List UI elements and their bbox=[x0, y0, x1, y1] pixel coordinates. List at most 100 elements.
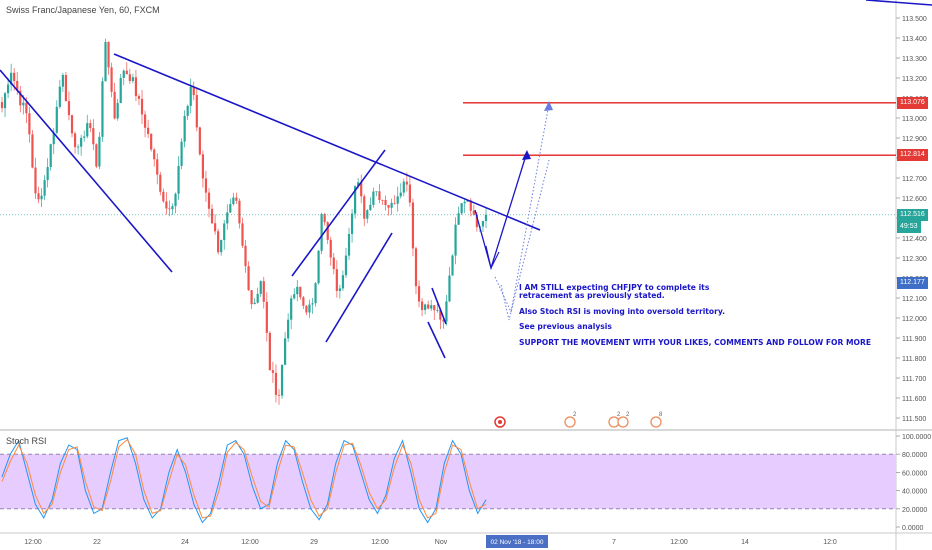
stoch-tick-label: 80.0000 bbox=[902, 452, 927, 459]
candle-body bbox=[67, 101, 71, 116]
candle-body bbox=[244, 245, 247, 267]
candle-body bbox=[107, 41, 110, 68]
candle-body bbox=[28, 113, 31, 135]
trendline bbox=[865, 0, 932, 6]
candle-body bbox=[98, 136, 101, 167]
candle-body bbox=[201, 154, 205, 179]
stoch-tick-label: 0.0000 bbox=[902, 525, 924, 532]
candle-body bbox=[180, 141, 183, 166]
trendline bbox=[431, 287, 447, 325]
trendline bbox=[113, 53, 541, 231]
price-tick-label: 113.500 bbox=[902, 16, 927, 23]
candle-body bbox=[469, 200, 472, 211]
time-tick-label: 29 bbox=[310, 539, 318, 546]
price-label-pill: 112.814 bbox=[897, 149, 928, 162]
candle-body bbox=[49, 144, 52, 168]
price-label-pill: 112.177 bbox=[897, 276, 928, 289]
candle-body bbox=[22, 102, 25, 106]
candle-body bbox=[384, 199, 387, 206]
candle-body bbox=[484, 214, 488, 222]
candle-body bbox=[344, 255, 348, 276]
stoch-tick-label: 20.0000 bbox=[902, 507, 927, 514]
candle-body bbox=[481, 221, 485, 227]
candle-body bbox=[381, 199, 384, 201]
candle-body bbox=[427, 304, 430, 309]
stoch-tick-label: 60.0000 bbox=[902, 470, 927, 477]
candle-body bbox=[229, 204, 232, 213]
annotation-line-4: See previous analysis bbox=[519, 322, 612, 331]
candle-body bbox=[363, 196, 366, 219]
candle-body bbox=[137, 96, 141, 99]
price-tick-label: 112.900 bbox=[902, 136, 927, 143]
stoch-title: Stoch RSI bbox=[6, 436, 47, 446]
price-tick-label: 111.800 bbox=[902, 356, 926, 363]
price-tick-label: 111.500 bbox=[902, 416, 926, 423]
candle-body bbox=[238, 200, 241, 224]
candle-body bbox=[37, 193, 40, 200]
candle-body bbox=[475, 214, 478, 228]
candle-body bbox=[417, 286, 421, 302]
candle-body bbox=[207, 192, 211, 209]
price-tick-label: 112.700 bbox=[902, 176, 927, 183]
candle-body bbox=[420, 301, 424, 310]
event-marker-dot bbox=[498, 420, 502, 424]
candle-body bbox=[70, 115, 74, 134]
candle-body bbox=[305, 305, 308, 313]
candle-body bbox=[445, 301, 448, 322]
candle-body bbox=[247, 266, 250, 291]
candle-body bbox=[402, 181, 405, 193]
candle-body bbox=[433, 305, 436, 311]
time-tick-label: 14 bbox=[741, 539, 749, 546]
event-badge-icon bbox=[564, 416, 576, 428]
annotation-line-1: I AM STILL expecting CHFJPY to complete … bbox=[519, 283, 710, 292]
candle-body bbox=[165, 201, 168, 209]
candle-body bbox=[314, 283, 317, 304]
candle-body bbox=[122, 70, 125, 78]
candle-body bbox=[241, 223, 244, 246]
candle-body bbox=[80, 137, 83, 147]
price-label-pill: 112.516 bbox=[897, 208, 928, 221]
alternate-projection-arrowhead bbox=[544, 101, 553, 111]
stoch-oversold-overbought-band bbox=[0, 454, 896, 509]
candle-body bbox=[213, 223, 217, 232]
candle-body bbox=[451, 255, 454, 276]
candle-body bbox=[0, 102, 4, 109]
price-tick-label: 112.400 bbox=[902, 236, 927, 243]
candle-body bbox=[19, 90, 22, 106]
candle-body bbox=[296, 286, 299, 295]
candle-body bbox=[399, 192, 402, 197]
candle-body bbox=[162, 191, 165, 202]
candle-body bbox=[472, 210, 475, 215]
candle-body bbox=[262, 281, 265, 302]
candle-body bbox=[147, 127, 150, 134]
candle-body bbox=[86, 123, 89, 137]
candle-body bbox=[287, 319, 290, 339]
candle-body bbox=[375, 191, 378, 193]
candle-body bbox=[46, 167, 49, 181]
candle-body bbox=[405, 181, 408, 185]
candle-body bbox=[150, 133, 153, 150]
event-badge-count: 2 bbox=[626, 412, 630, 418]
candle-body bbox=[171, 206, 174, 210]
candle-body bbox=[329, 239, 332, 258]
candle-body bbox=[299, 286, 302, 298]
candle-body bbox=[253, 302, 256, 305]
price-tick-label: 112.300 bbox=[902, 256, 927, 263]
time-tick-label: Nov bbox=[435, 539, 448, 546]
candle-body bbox=[442, 319, 445, 322]
candle-body bbox=[277, 394, 281, 396]
candle-body bbox=[220, 240, 223, 253]
candle-body bbox=[134, 77, 138, 97]
candle-body bbox=[369, 204, 372, 211]
candle-body bbox=[104, 41, 107, 82]
candle-body bbox=[89, 123, 92, 129]
candle-body bbox=[460, 203, 463, 214]
event-badge-icon bbox=[617, 416, 629, 428]
candle-body bbox=[58, 86, 61, 107]
candle-body bbox=[204, 178, 208, 193]
candle-body bbox=[387, 205, 390, 208]
stoch-d-line bbox=[1, 438, 487, 519]
price-tick-label: 112.100 bbox=[902, 296, 927, 303]
time-tick-label: 7 bbox=[612, 539, 616, 546]
